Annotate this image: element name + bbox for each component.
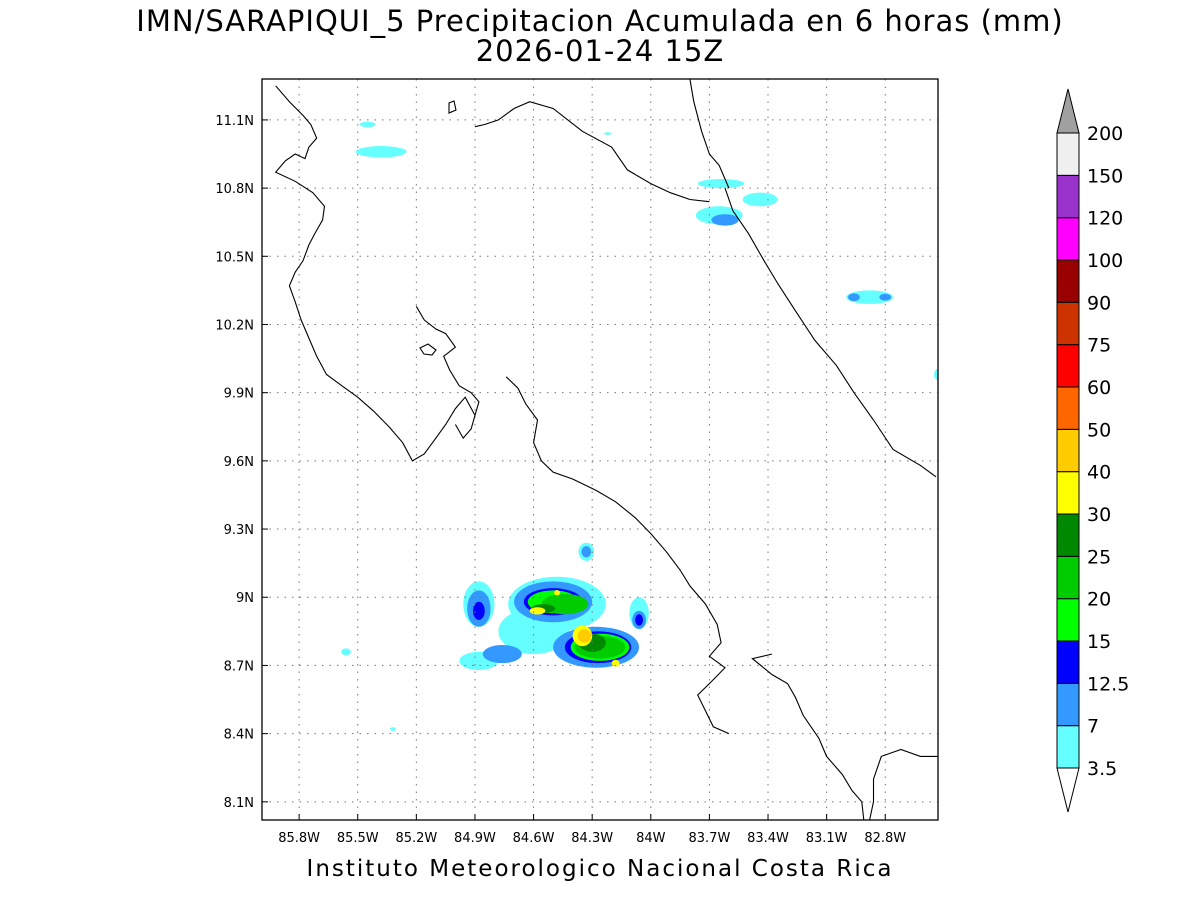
- lat-tick-label: 8.4N: [224, 728, 254, 743]
- colorbar-swatch: [1056, 217, 1080, 261]
- coastline-segment: [474, 101, 710, 203]
- colorbar-label: 3.5: [1087, 758, 1117, 780]
- lon-tick-label: 84.3W: [571, 831, 613, 846]
- colorbar-label: 12.5: [1087, 673, 1129, 695]
- precip-cell: [611, 659, 620, 667]
- colorbar-swatch: [1056, 301, 1080, 346]
- lat-tick-label: 10.5N: [215, 250, 254, 265]
- colorbar-bottom-arrow: [1056, 767, 1080, 813]
- lon-tick-label: 82.8W: [864, 831, 906, 846]
- lon-tick-label: 83.4W: [747, 831, 789, 846]
- precip-cell: [603, 132, 612, 135]
- precip-cell: [389, 727, 396, 731]
- colorbar-swatch: [1056, 259, 1080, 303]
- colorbar-label: 40: [1087, 462, 1111, 484]
- coastline-segment: [724, 187, 937, 478]
- precip-cell: [846, 290, 894, 305]
- precip-cell: [742, 192, 778, 207]
- precip-cell: [529, 607, 546, 615]
- lat-tick-label: 10.8N: [215, 182, 254, 197]
- colorbar-label: 200: [1087, 123, 1123, 145]
- precip-cell: [848, 293, 860, 302]
- colorbar-swatch: [1056, 640, 1080, 684]
- colorbar-label: 120: [1087, 208, 1123, 230]
- colorbar-label: 100: [1087, 250, 1123, 272]
- lat-tick-label: 8.7N: [224, 659, 254, 674]
- lat-tick-label: 8.1N: [224, 796, 254, 811]
- coastline-segment: [869, 748, 938, 820]
- colorbar-swatch: [1056, 682, 1080, 727]
- colorbar-label: 25: [1087, 546, 1111, 568]
- lon-tick-label: 84.6W: [513, 831, 555, 846]
- map-title: IMN/SARAPIQUI_5 Precipitacion Acumulada …: [136, 4, 1064, 38]
- colorbar-swatch: [1056, 555, 1080, 600]
- colorbar-label: 30: [1087, 504, 1111, 526]
- lat-tick-label: 10.2N: [215, 318, 254, 333]
- lon-tick-label: 85.2W: [395, 831, 437, 846]
- lat-tick-label: 9.9N: [224, 387, 254, 402]
- coastline-segment: [274, 85, 476, 462]
- lat-tick-label: 9.3N: [224, 523, 254, 538]
- lon-tick-label: 85.8W: [278, 831, 320, 846]
- colorbar-label: 60: [1087, 377, 1111, 399]
- lon-tick-label: 84W: [636, 831, 666, 846]
- plot-frame: [261, 78, 939, 821]
- lon-tick-label: 85.5W: [337, 831, 379, 846]
- precip-cell: [934, 368, 938, 381]
- coastline-segment: [751, 653, 865, 820]
- colorbar-label: 75: [1087, 335, 1111, 357]
- colorbar-swatch: [1056, 513, 1080, 557]
- footer-credit: Instituto Meteorologico Nacional Costa R…: [306, 856, 894, 882]
- lat-tick-label: 11.1N: [215, 114, 254, 129]
- lon-tick-label: 84.9W: [454, 831, 496, 846]
- precip-cell: [359, 121, 376, 128]
- colorbar-label: 7: [1087, 716, 1099, 738]
- island-outline: [448, 100, 457, 114]
- axis-ticks: 85.8W 85.5W 85.2W 84.9W 84.6W 84.3W 84W 83.7W 83…: [215, 114, 906, 846]
- map-date: 2026-01-24 15Z: [475, 34, 725, 68]
- colorbar-label: 15: [1087, 631, 1111, 653]
- coastline-segment: [415, 306, 480, 416]
- lon-tick-label: 83.7W: [689, 831, 731, 846]
- lat-tick-label: 9.6N: [224, 455, 254, 470]
- precip-cell: [697, 179, 745, 189]
- precip-cell: [554, 589, 560, 596]
- colorbar-swatch: [1056, 386, 1080, 430]
- colorbar-swatch: [1056, 132, 1080, 176]
- precip-cell: [581, 546, 592, 558]
- precip-cell: [473, 601, 485, 620]
- island-outline: [419, 343, 437, 356]
- gridlines: [262, 79, 938, 820]
- colorbar-swatch: [1056, 598, 1080, 642]
- precip-cell: [482, 644, 522, 664]
- colorbar-top-arrow: [1056, 88, 1080, 134]
- precip-cell: [635, 614, 643, 626]
- colorbar-label: 50: [1087, 419, 1111, 441]
- colorbar-swatch: [1056, 174, 1080, 219]
- lon-tick-label: 83.1W: [806, 831, 848, 846]
- precip-cell: [711, 214, 739, 226]
- colorbar-swatch: [1056, 344, 1080, 388]
- precip-cell: [341, 648, 351, 656]
- colorbar-label: 20: [1087, 589, 1111, 611]
- coastline-segment: [505, 376, 730, 735]
- colorbar-swatch: [1056, 428, 1080, 473]
- colorbar-swatch: [1056, 725, 1080, 769]
- coastline: [274, 79, 938, 820]
- lat-tick-label: 9N: [236, 591, 254, 606]
- colorbar-legend: 3.5 7 12.5 15 20 25 30 40 50 60 75 90 100 120 150 200: [1056, 88, 1129, 813]
- precip-cell: [355, 146, 407, 158]
- colorbar-label: 150: [1087, 165, 1123, 187]
- colorbar-swatch: [1056, 471, 1080, 515]
- coastline-segment: [689, 79, 730, 189]
- colorbar-label: 90: [1087, 292, 1111, 314]
- precipitation-field: [341, 121, 938, 731]
- precip-cell: [577, 629, 592, 643]
